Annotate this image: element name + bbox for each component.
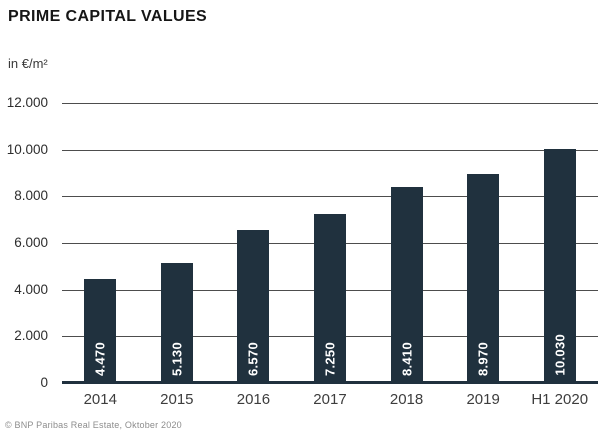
- bar-2014: 4.470: [84, 278, 117, 383]
- source-note: © BNP Paribas Real Estate, Oktober 2020: [5, 420, 182, 430]
- y-tick-label: 4.000: [14, 281, 48, 297]
- bar-2015: 5.130: [160, 263, 193, 383]
- bar-2018: 8.410: [390, 186, 423, 383]
- bar-value-label: 4.470: [92, 341, 108, 376]
- bar-2016: 6.570: [237, 229, 270, 383]
- y-tick-label: 8.000: [14, 188, 48, 204]
- y-tick-label: 10.000: [6, 141, 48, 157]
- gridline: [62, 103, 598, 104]
- bar-H1 2020: 10.030: [543, 148, 576, 383]
- gridline: [62, 196, 598, 198]
- x-axis-line: [62, 381, 598, 384]
- chart-title: PRIME CAPITAL VALUES: [8, 8, 208, 25]
- bar-2017: 7.250: [314, 213, 346, 383]
- x-tick-label: 2016: [236, 391, 271, 408]
- x-tick-label: 2015: [160, 391, 194, 408]
- plot-area: 4.470 5.130 6.570 7.250 8.410 8.970 10.030: [62, 103, 598, 384]
- y-tick-label: 12.000: [6, 95, 48, 110]
- x-tick-label: H1 2020: [531, 391, 589, 408]
- bar-value-label: 8.410: [399, 341, 415, 376]
- bar-value-label: 8.970: [475, 341, 491, 376]
- y-tick-label: 6.000: [14, 235, 48, 250]
- x-tick-label: 2017: [313, 391, 347, 408]
- bar-value-label: 6.570: [245, 341, 261, 376]
- x-tick-label: 2019: [466, 391, 500, 408]
- bar-value-label: 5.130: [169, 341, 185, 376]
- bar-value-label: 7.250: [322, 341, 338, 376]
- unit-label: in €/m²: [8, 56, 48, 71]
- gridline: [62, 149, 598, 151]
- y-tick-label: 0: [40, 375, 48, 390]
- x-tick-label: 2014: [83, 391, 117, 408]
- bar-value-label: 10.030: [552, 334, 568, 376]
- x-tick-label: 2018: [389, 391, 424, 408]
- bar-2019: 8.970: [467, 173, 500, 383]
- y-tick-label: 2.000: [14, 328, 48, 344]
